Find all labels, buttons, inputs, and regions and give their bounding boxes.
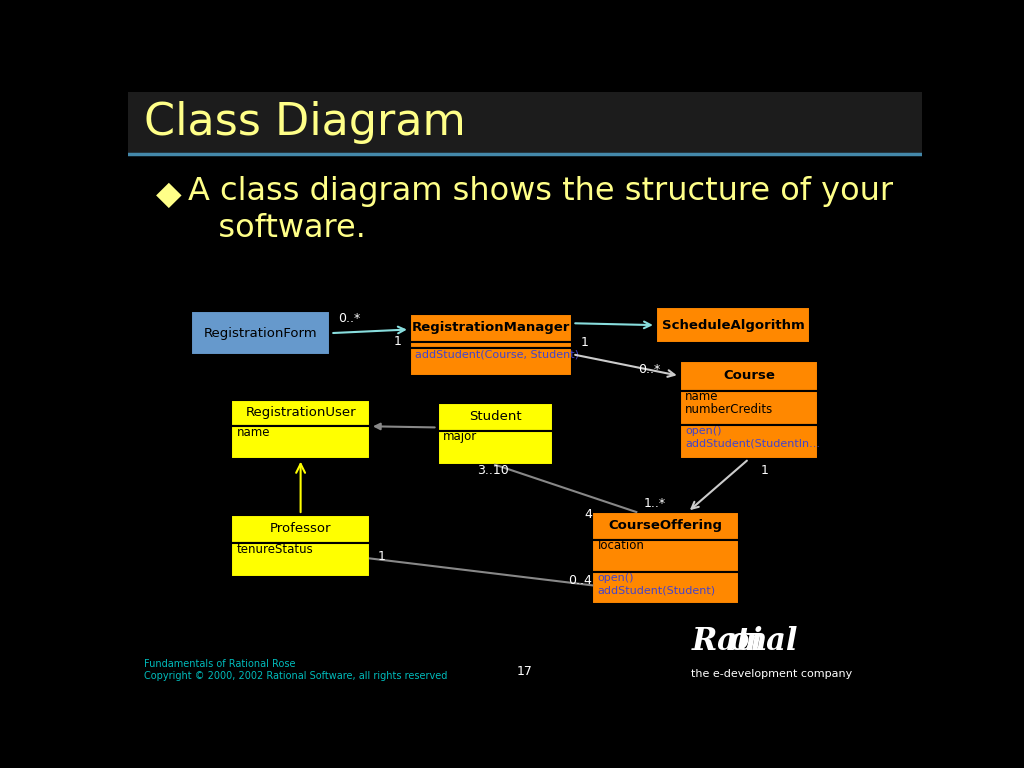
FancyBboxPatch shape (410, 348, 572, 376)
FancyBboxPatch shape (655, 307, 811, 343)
FancyBboxPatch shape (410, 314, 572, 342)
Text: Student: Student (469, 410, 521, 423)
Text: 3..10: 3..10 (477, 464, 509, 477)
FancyBboxPatch shape (231, 543, 370, 577)
FancyBboxPatch shape (231, 426, 370, 458)
FancyBboxPatch shape (592, 540, 739, 571)
FancyBboxPatch shape (680, 425, 818, 458)
FancyBboxPatch shape (231, 515, 370, 543)
Text: 0..*: 0..* (338, 312, 360, 325)
Text: addStudent(Course, Student): addStudent(Course, Student) (416, 349, 580, 359)
Text: RegistrationUser: RegistrationUser (246, 406, 356, 419)
Text: 1: 1 (394, 335, 401, 348)
Text: 0..4: 0..4 (568, 574, 592, 587)
Text: numberCredits: numberCredits (685, 402, 773, 415)
Text: CourseOffering: CourseOffering (608, 519, 723, 532)
Text: 0..*: 0..* (638, 363, 660, 376)
Text: major: major (443, 430, 477, 443)
FancyBboxPatch shape (592, 512, 739, 540)
Text: RegistrationManager: RegistrationManager (412, 321, 570, 334)
FancyBboxPatch shape (437, 402, 553, 431)
Text: the e-development company: the e-development company (691, 670, 853, 680)
FancyBboxPatch shape (592, 571, 739, 604)
Text: Course: Course (723, 369, 775, 382)
Text: 17: 17 (517, 664, 532, 677)
Text: RegistrationForm: RegistrationForm (204, 326, 317, 339)
Text: A class diagram shows the structure of your
   software.: A class diagram shows the structure of y… (187, 176, 893, 244)
Text: addStudent(Student): addStudent(Student) (598, 585, 716, 595)
Text: location: location (598, 539, 645, 552)
FancyBboxPatch shape (128, 92, 922, 154)
Text: 4: 4 (585, 508, 592, 521)
Text: nal: nal (744, 626, 798, 657)
Text: 1: 1 (378, 550, 386, 563)
Text: ◆: ◆ (156, 178, 181, 211)
Text: 1..*: 1..* (644, 497, 667, 510)
Text: ScheduleAlgorithm: ScheduleAlgorithm (662, 319, 805, 332)
FancyBboxPatch shape (680, 361, 818, 390)
Text: Class Diagram: Class Diagram (143, 101, 466, 144)
Text: name: name (237, 426, 270, 439)
Text: open(): open() (598, 573, 634, 583)
Text: name: name (685, 390, 719, 403)
Text: Rati: Rati (691, 626, 763, 657)
Text: 1: 1 (761, 464, 769, 477)
FancyBboxPatch shape (231, 399, 370, 426)
Text: tenureStatus: tenureStatus (237, 543, 313, 555)
Text: Fundamentals of Rational Rose
Copyright © 2000, 2002 Rational Software, all righ: Fundamentals of Rational Rose Copyright … (143, 659, 447, 680)
FancyBboxPatch shape (680, 390, 818, 425)
Text: Professor: Professor (270, 522, 332, 535)
FancyBboxPatch shape (410, 342, 572, 348)
Text: 1: 1 (581, 336, 588, 349)
Text: open(): open() (685, 426, 722, 436)
Text: addStudent(StudentIn...: addStudent(StudentIn... (685, 439, 820, 449)
FancyBboxPatch shape (191, 311, 331, 356)
Text: o: o (729, 626, 750, 657)
FancyBboxPatch shape (437, 431, 553, 465)
